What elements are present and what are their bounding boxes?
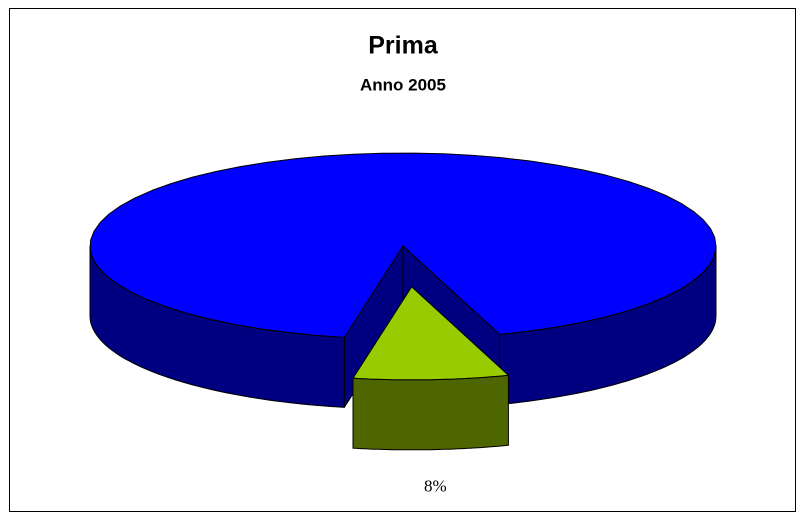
data-label: 8% — [424, 477, 447, 496]
chart-subtitle: Anno 2005 — [360, 75, 446, 94]
pie-slice — [89, 152, 717, 338]
chart-title: Prima — [368, 32, 439, 60]
pie-slice-side — [352, 374, 509, 451]
pie-slice — [352, 286, 509, 381]
